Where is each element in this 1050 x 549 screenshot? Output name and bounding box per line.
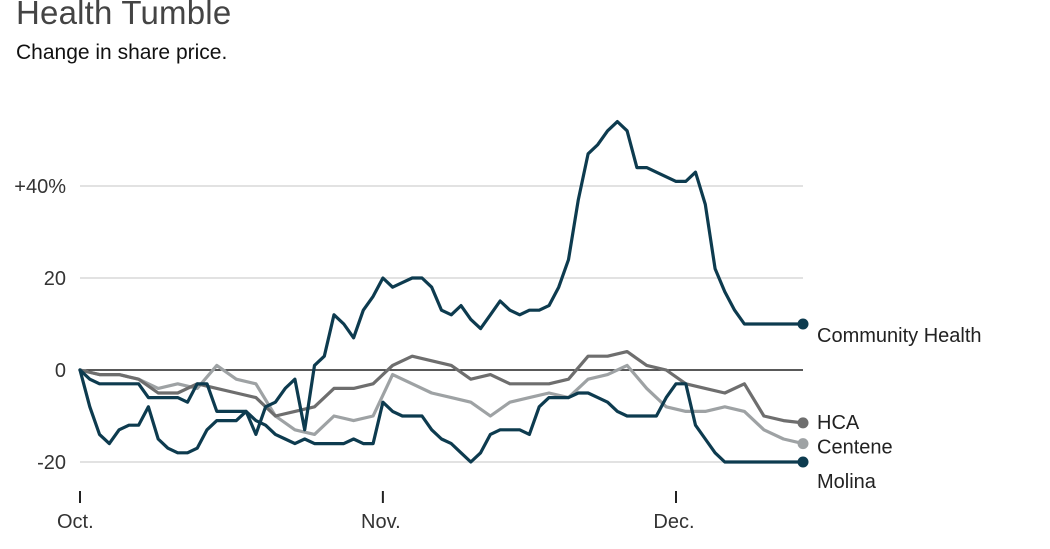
series-line-community-health bbox=[78, 120, 805, 436]
series-end-point-centene bbox=[797, 438, 809, 450]
series-label-community-health: Community Health bbox=[817, 325, 982, 347]
y-tick-label: -20 bbox=[37, 452, 66, 474]
y-axis-ticks: +40% 20 0 -20 bbox=[14, 176, 66, 474]
chart-title: Health Tumble bbox=[16, 0, 232, 31]
x-tick-label: Dec. bbox=[653, 511, 694, 533]
gridlines bbox=[80, 185, 803, 463]
y-tick-label: 0 bbox=[55, 360, 66, 382]
x-tick-label: Nov. bbox=[361, 511, 401, 533]
y-tick-label: 20 bbox=[44, 268, 66, 290]
series-labels: Centene HCA Molina Community Health bbox=[817, 325, 982, 493]
series-label-molina: Molina bbox=[817, 471, 877, 493]
y-tick-label: +40% bbox=[14, 176, 66, 198]
series-lines bbox=[78, 120, 809, 468]
series-label-centene: Centene bbox=[817, 437, 893, 459]
series-line-molina bbox=[78, 368, 805, 464]
series-line-centene bbox=[78, 363, 805, 446]
series-end-point-community-health bbox=[797, 318, 809, 330]
series-end-point-molina bbox=[797, 456, 809, 468]
x-tick-label: Oct. bbox=[57, 511, 94, 533]
series-label-hca: HCA bbox=[817, 412, 860, 434]
series-end-point-hca bbox=[797, 417, 809, 429]
x-axis-ticks: Oct. Nov. Dec. bbox=[57, 491, 695, 533]
chart-subtitle: Change in share price. bbox=[16, 41, 228, 64]
